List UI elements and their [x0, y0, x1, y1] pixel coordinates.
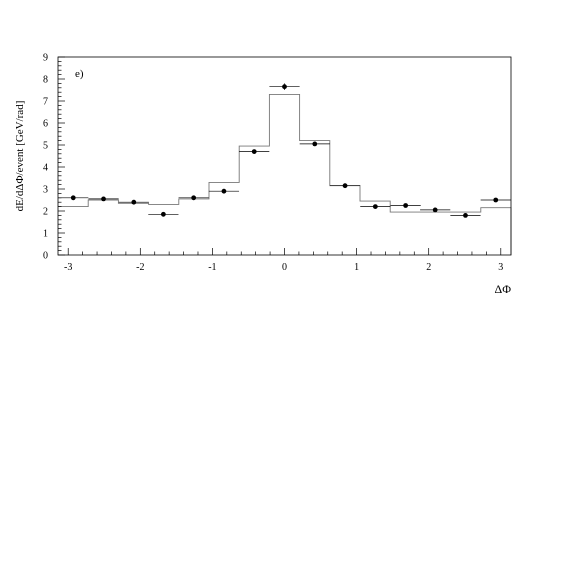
data-point-group [58, 195, 89, 201]
data-point [312, 141, 318, 147]
x-tick-label: -3 [64, 262, 72, 273]
data-point [70, 195, 76, 201]
y-tick-label: 3 [43, 185, 48, 196]
x-tick-label: 0 [282, 262, 287, 273]
y-tick-label: 1 [43, 229, 48, 240]
y-tick-label: 7 [43, 97, 48, 108]
data-point [101, 196, 106, 202]
data-point-group [208, 188, 240, 194]
data-point-group [390, 203, 421, 208]
data-point [282, 84, 287, 90]
y-tick-label: 4 [43, 163, 48, 174]
x-tick-label: 3 [498, 262, 503, 273]
x-tick-label: 2 [426, 262, 431, 273]
y-tick-label: 5 [43, 141, 48, 152]
plot-layer [58, 83, 512, 255]
data-point-group [329, 183, 361, 189]
data-point-group [178, 195, 209, 201]
data-point-group [420, 207, 451, 213]
y-axis-label: dE/dΔΦ/event [GeV/rad] [14, 101, 26, 212]
data-point [191, 195, 197, 201]
x-tick-label: 1 [354, 262, 359, 273]
data-point-group [360, 204, 391, 210]
data-point-group [239, 149, 270, 155]
x-tick-label: -1 [208, 262, 216, 273]
data-point [131, 199, 137, 205]
data-point-group [118, 199, 149, 205]
data-point-group [480, 197, 511, 203]
y-tick-label: 0 [43, 251, 48, 262]
data-point [160, 211, 166, 217]
y-tick-label: 2 [43, 207, 48, 218]
y-tick-label: 8 [43, 75, 48, 86]
data-point [342, 183, 348, 189]
x-tick-label: -2 [136, 262, 144, 273]
data-point [463, 213, 468, 218]
data-point-group [148, 211, 179, 217]
y-tick-label: 6 [43, 119, 48, 130]
x-axis-label: ΔΦ [495, 282, 512, 296]
data-point [493, 197, 499, 203]
x-ticks: -3 -2 -1 0 1 2 3 [64, 248, 503, 273]
data-point-group [450, 213, 481, 218]
y-tick-label: 9 [43, 53, 48, 64]
data-point [221, 188, 227, 194]
panel-label: e) [75, 68, 84, 80]
data-point-group [88, 196, 119, 202]
data-point [403, 203, 409, 208]
histogram-line [58, 93, 512, 255]
data-point [251, 149, 257, 155]
data-point-group [299, 141, 330, 147]
data-point-group [269, 83, 300, 90]
data-point [432, 207, 438, 213]
y-ticks: 0 1 2 3 4 5 6 7 8 9 [43, 53, 65, 262]
data-point [372, 204, 378, 210]
